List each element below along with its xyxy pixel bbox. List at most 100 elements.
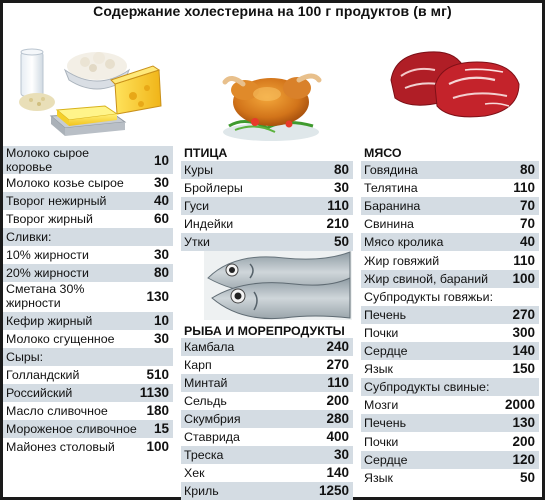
product-name: Российский (6, 386, 73, 400)
cholesterol-value: 80 (519, 162, 535, 177)
product-name: Треска (184, 448, 224, 462)
cholesterol-value: 180 (146, 403, 169, 418)
cholesterol-value: 15 (153, 421, 169, 436)
product-name: ПТИЦА (184, 146, 228, 160)
product-name: Молоко сырое коровье (6, 146, 90, 174)
table-row: Почки 200 (361, 432, 539, 451)
cholesterol-value: 100 (146, 439, 169, 454)
table-row: Баранина 70 (361, 197, 539, 216)
product-name: Куры (184, 163, 214, 177)
product-name: Телятина (364, 181, 418, 196)
cholesterol-value: 130 (512, 415, 535, 431)
product-name: Сливки: (6, 230, 52, 244)
cholesterol-value: 10 (153, 313, 169, 328)
cholesterol-value: 100 (512, 270, 535, 286)
table-row: Кефир жирный 10 (3, 312, 173, 330)
product-name: Бройлеры (184, 181, 243, 195)
table-row: Молоко сырое коровье 10 (3, 146, 173, 174)
cholesterol-value: 40 (153, 193, 169, 208)
table-row: Камбала 240 (181, 338, 353, 356)
product-name: Сметана 30% жирности (6, 282, 85, 310)
cholesterol-value: 140 (326, 465, 349, 480)
cholesterol-value: 2000 (504, 397, 535, 413)
table-row: Печень 130 (361, 414, 539, 433)
product-name: Язык (364, 470, 393, 485)
roast-chicken-image (222, 73, 322, 141)
cholesterol-value: 240 (326, 339, 349, 354)
product-name: Молоко сгущенное (6, 332, 115, 346)
table-row: Скумбрия 280 (181, 410, 353, 428)
fish-image (204, 248, 352, 320)
product-name: 20% жирности (6, 266, 89, 280)
cholesterol-value: 300 (512, 324, 535, 340)
cholesterol-value: 400 (326, 429, 349, 444)
table-row: Утки 50 (181, 233, 353, 251)
product-name: Скумбрия (184, 412, 241, 426)
product-name: Сельдь (184, 394, 227, 408)
product-name: Сыры: (6, 350, 44, 364)
cholesterol-value: 110 (513, 252, 535, 268)
cholesterol-value: 30 (153, 175, 169, 190)
product-name: Субпродукты свиные: (364, 380, 490, 395)
table-row: Свинина 70 (361, 215, 539, 234)
cholesterol-value: 110 (327, 198, 349, 213)
cholesterol-value: 130 (146, 289, 169, 304)
product-name: Язык (364, 362, 393, 377)
product-name: Баранина (364, 199, 421, 214)
table-row: Карп 270 (181, 356, 353, 374)
cholesterol-value: 270 (326, 357, 349, 372)
product-name: Свинина (364, 217, 414, 232)
table-row: Язык 150 (361, 360, 539, 379)
section-heading: ПТИЦА (181, 144, 353, 162)
table-row: Жир свиной, бараний 100 (361, 269, 539, 288)
cholesterol-value: 120 (512, 451, 535, 467)
section-heading: РЫБА И МОРЕПРОДУКТЫ (181, 322, 353, 340)
table-row: Сыры: (3, 348, 173, 366)
cholesterol-value: 30 (333, 447, 349, 462)
table-row: Язык 50 (361, 468, 539, 487)
table-row: 10% жирности 30 (3, 246, 173, 264)
cholesterol-value: 30 (153, 247, 169, 262)
product-name: Мясо кролика (364, 235, 444, 250)
product-name: Мозги (364, 398, 399, 413)
product-name: Творог жирный (6, 212, 93, 226)
product-name: Гуси (184, 199, 210, 213)
table-row: Сметана 30% жирности 130 (3, 282, 173, 310)
product-name: Голландский (6, 368, 80, 382)
table-row: Мороженое сливочное 15 (3, 420, 173, 438)
table-row: Российский 1130 (3, 384, 173, 402)
section-heading: МЯСО (361, 144, 539, 162)
cholesterol-value: 110 (513, 180, 535, 196)
table-row: Треска 30 (181, 446, 353, 464)
product-name: Ставрида (184, 430, 240, 444)
cholesterol-value: 60 (153, 211, 169, 226)
table-row: Минтай 110 (181, 374, 353, 392)
table-row: Майонез столовый 100 (3, 438, 173, 456)
product-name: Карп (184, 358, 212, 372)
product-name: Почки (364, 325, 399, 340)
product-name: Индейки (184, 217, 234, 231)
table-row: Криль 1250 (181, 482, 353, 500)
product-name: МЯСО (364, 146, 402, 160)
cholesterol-value: 30 (153, 331, 169, 346)
table-row: Говядина 80 (361, 161, 539, 179)
product-name: Субпродукты говяжьи: (364, 289, 494, 304)
product-name: Сердце (364, 344, 408, 358)
table-row: Молоко сгущенное 30 (3, 330, 173, 348)
product-name: Утки (184, 235, 210, 249)
product-name: Творог нежирный (6, 194, 107, 208)
product-name: РЫБА И МОРЕПРОДУКТЫ (184, 324, 345, 338)
table-row: Печень 270 (361, 305, 539, 324)
cholesterol-value: 110 (327, 375, 349, 390)
cholesterol-value: 1130 (139, 385, 169, 400)
product-name: Печень (364, 307, 407, 322)
cholesterol-value: 50 (333, 234, 349, 249)
cholesterol-value: 30 (333, 180, 349, 195)
page-title: Содержание холестерина на 100 г продукто… (93, 3, 452, 19)
cholesterol-value: 70 (519, 216, 535, 232)
table-row: Гуси 110 (181, 197, 353, 215)
cholesterol-value: 1250 (318, 483, 349, 498)
table-row: Творог нежирный 40 (3, 192, 173, 210)
product-name: Камбала (184, 340, 235, 354)
product-name: Жир свиной, бараний (364, 271, 489, 286)
